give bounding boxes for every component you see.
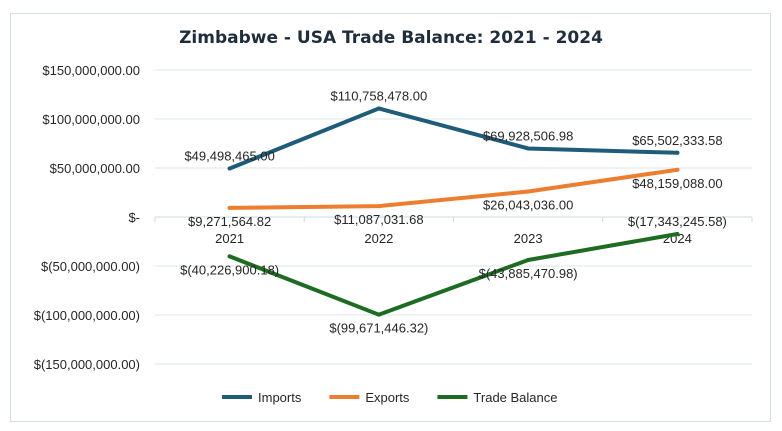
data-label: $69,928,506.98 <box>483 128 573 143</box>
legend-label: Exports <box>365 390 410 405</box>
data-label: $(43,885,470.98) <box>479 266 578 281</box>
data-label: $26,043,036.00 <box>483 197 573 212</box>
data-point <box>675 150 680 155</box>
data-label: $(17,343,245.58) <box>628 214 727 229</box>
data-label: $110,758,478.00 <box>331 88 428 103</box>
data-label: $9,271,564.82 <box>188 214 271 229</box>
series-line-imports <box>227 106 680 171</box>
x-tick-label: 2022 <box>364 231 393 246</box>
legend-label: Imports <box>258 390 302 405</box>
data-label: $(40,226,900.18) <box>180 262 279 277</box>
data-point <box>376 204 381 209</box>
y-tick-label: $(150,000,000.00) <box>34 357 140 372</box>
data-point <box>675 167 680 172</box>
y-tick-label: $150,000,000.00 <box>42 63 140 78</box>
data-label: $(99,671,446.32) <box>329 321 428 336</box>
data-label: $65,502,333.58 <box>632 133 722 148</box>
data-point <box>227 205 232 210</box>
series-line-exports <box>227 167 680 210</box>
data-point <box>675 231 680 236</box>
y-tick-label: $(50,000,000.00) <box>41 259 140 274</box>
data-point <box>526 258 531 263</box>
series-line-trade-balance <box>227 231 680 317</box>
y-tick-label: $50,000,000.00 <box>50 161 140 176</box>
chart-title: Zimbabwe - USA Trade Balance: 2021 - 202… <box>179 28 603 48</box>
chart-frame <box>10 13 771 422</box>
data-point <box>227 166 232 171</box>
x-tick-label: 2021 <box>215 231 244 246</box>
y-tick-label: $- <box>128 210 140 225</box>
legend-label: Trade Balance <box>473 390 557 405</box>
x-tick-label: 2023 <box>514 231 543 246</box>
data-point <box>227 254 232 259</box>
data-point <box>376 106 381 111</box>
y-tick-label: $(100,000,000.00) <box>34 308 140 323</box>
data-point <box>526 189 531 194</box>
data-label: $11,087,031.68 <box>334 212 423 227</box>
data-label: $49,498,465.00 <box>184 148 274 163</box>
data-label: $48,159,088.00 <box>632 176 722 191</box>
data-point <box>376 312 381 317</box>
data-point <box>526 146 531 151</box>
y-tick-label: $100,000,000.00 <box>42 112 140 127</box>
